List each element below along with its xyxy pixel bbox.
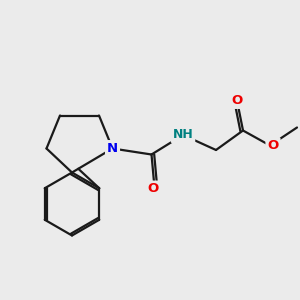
Text: O: O xyxy=(147,182,159,196)
Text: O: O xyxy=(267,139,279,152)
Text: NH: NH xyxy=(172,128,194,142)
Text: N: N xyxy=(107,142,118,155)
Text: O: O xyxy=(231,94,243,107)
